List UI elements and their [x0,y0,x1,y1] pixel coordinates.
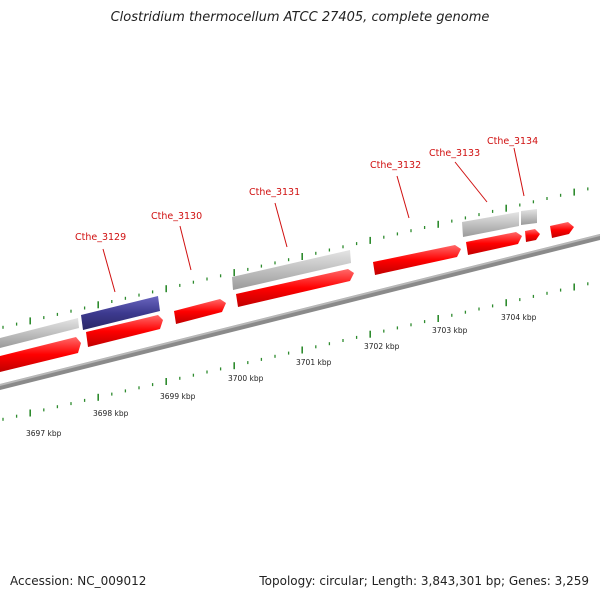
kbp-label: 3697 kbp [26,429,62,438]
cds-arrow [174,299,226,324]
inner-tick-track [2,282,589,421]
accession-text: Accession: NC_009012 [10,574,147,588]
map-title: Clostridium thermocellum ATCC 27405, com… [110,10,490,25]
genome-backbone-highlight [0,234,600,386]
gene-label-cthe-3134: Cthe_3134 [487,136,538,147]
cds-arrow [550,222,574,238]
kbp-label: 3701 kbp [296,358,332,367]
gene-label-cthe-3131: Cthe_3131 [249,187,300,198]
kbp-label: 3703 kbp [432,326,468,335]
cds-arrow [466,232,522,255]
kbp-label: 3700 kbp [228,374,264,383]
gene-leader-lines [102,147,525,293]
outer-tick-track [2,187,589,329]
kbp-label: 3699 kbp [160,392,196,401]
kbp-label: 3704 kbp [501,313,537,322]
cds-arrow [86,315,163,347]
kbp-label: 3698 kbp [93,409,129,418]
gene-label-cthe-3132: Cthe_3132 [370,160,421,171]
grey-feature [521,209,537,225]
grey-feature [0,318,79,348]
cds-arrow [236,269,354,307]
kbp-label: 3702 kbp [364,342,400,351]
cds-arrow [373,245,461,275]
grey-feature [462,212,519,237]
cds-arrow [525,229,540,242]
cds-arrow [0,337,81,372]
gene-label-cthe-3130: Cthe_3130 [151,211,202,222]
gene-label-cthe-3129: Cthe_3129 [75,232,126,243]
gene-label-cthe-3133: Cthe_3133 [429,148,480,159]
topology-text: Topology: circular; Length: 3,843,301 bp… [259,574,589,588]
highlighted-feature [81,296,160,330]
grey-feature [232,250,351,290]
